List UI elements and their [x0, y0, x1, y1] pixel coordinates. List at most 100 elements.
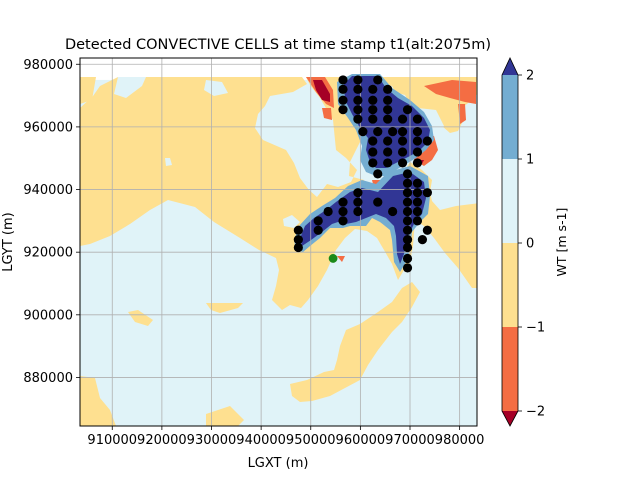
cell-point — [368, 158, 378, 168]
cell-point — [353, 75, 363, 85]
colorbar-extend-over — [502, 58, 518, 75]
cell-point — [412, 197, 423, 207]
cell-point — [388, 127, 398, 137]
cell-point — [373, 197, 383, 207]
cell-point — [412, 136, 423, 146]
cell-point — [402, 169, 413, 179]
highlight-marker — [328, 254, 338, 263]
cell-point — [338, 95, 348, 105]
cell-point — [397, 127, 408, 137]
cell-point — [383, 84, 393, 94]
cell-point — [383, 158, 393, 168]
y-tick-label: 980000 — [23, 58, 73, 73]
cell-point — [353, 95, 363, 105]
y-tick-label: 920000 — [23, 246, 73, 261]
cell-point — [353, 206, 363, 217]
cell-point — [383, 147, 393, 157]
cell-point — [412, 147, 423, 157]
cell-point — [397, 136, 408, 146]
x-tick-label: 970000 — [385, 433, 435, 448]
cell-point — [293, 225, 303, 235]
cell-point — [373, 75, 383, 85]
colorbar-band-neg1-to-0 — [502, 243, 518, 327]
x-axis-label: LGXT (m) — [248, 456, 309, 471]
cell-point — [338, 75, 348, 85]
contour-band-0-to-1-islands — [114, 77, 450, 228]
y-tick-label: 880000 — [23, 371, 73, 386]
cell-point — [402, 105, 413, 115]
cell-point — [353, 114, 363, 124]
colorbar-band-0-to-1 — [502, 159, 518, 243]
cell-point — [402, 253, 413, 264]
cell-point — [368, 84, 378, 94]
cell-point — [338, 84, 348, 94]
cell-point — [383, 114, 393, 124]
cell-point — [422, 225, 432, 235]
cell-point — [383, 95, 393, 105]
cell-point — [353, 105, 363, 115]
cell-point — [383, 105, 393, 115]
colorbar: −2 −1 0 1 2 WT [m s-1] — [501, 57, 569, 427]
x-tick-label: 930000 — [187, 433, 237, 448]
cell-point — [338, 216, 348, 226]
cell-point — [368, 105, 378, 115]
axes-frame — [79, 57, 478, 427]
cell-point — [397, 147, 408, 157]
cell-point — [388, 206, 398, 217]
cell-point — [353, 84, 363, 94]
colorbar-ticks: −2 −1 0 1 2 — [518, 69, 545, 420]
x-axis-ticks: 910000 920000 930000 940000 950000 960000 9700… — [87, 426, 484, 448]
cell-point — [323, 206, 333, 217]
cell-point — [313, 225, 323, 235]
colorbar-label: WT [m s-1] — [554, 208, 569, 277]
colorbar-tick-label: −2 — [526, 405, 545, 420]
colorbar-tick-label: 1 — [526, 153, 534, 168]
cell-point — [412, 127, 423, 137]
cell-point — [402, 216, 413, 226]
cell-point — [402, 178, 413, 188]
cell-point — [412, 114, 423, 124]
colorbar-extend-under — [502, 411, 518, 426]
x-tick-label: 960000 — [336, 433, 386, 448]
x-tick-label: 940000 — [236, 433, 286, 448]
y-tick-label: 900000 — [23, 308, 73, 323]
plot-area — [80, 74, 477, 426]
cell-point — [368, 147, 378, 157]
cell-point — [338, 197, 348, 207]
cell-point — [338, 206, 348, 217]
cell-point — [358, 127, 368, 137]
cell-point — [368, 114, 378, 124]
cell-point — [313, 216, 323, 226]
cell-point — [422, 136, 432, 146]
colorbar-band-1-to-2 — [502, 75, 518, 159]
cell-point — [402, 197, 413, 207]
cell-point — [397, 114, 408, 124]
cell-point — [412, 216, 423, 226]
cell-point — [338, 105, 348, 115]
cell-point — [402, 206, 413, 217]
cell-point — [422, 188, 432, 198]
chart-title: Detected CONVECTIVE CELLS at time stamp … — [65, 37, 491, 53]
cell-point — [402, 188, 413, 198]
convective-cells — [293, 75, 432, 273]
cell-point — [412, 188, 423, 198]
cell-point — [373, 169, 383, 179]
cell-point — [368, 95, 378, 105]
cell-point — [353, 188, 363, 198]
x-tick-label: 910000 — [87, 433, 137, 448]
colorbar-tick-label: 0 — [526, 237, 534, 252]
cell-point — [353, 197, 363, 207]
cell-point — [412, 158, 423, 168]
cell-point — [412, 206, 423, 217]
y-tick-label: 940000 — [23, 183, 73, 198]
cell-point — [293, 242, 303, 253]
colorbar-band-neg2-to-neg1 — [502, 327, 518, 411]
y-tick-label: 960000 — [23, 120, 73, 135]
cell-point — [397, 158, 408, 168]
cell-point — [368, 136, 378, 146]
cell-point — [402, 225, 413, 235]
highlight-marker-layer — [328, 254, 338, 263]
cell-point — [417, 235, 428, 245]
cell-point — [402, 242, 413, 253]
colorbar-tick-label: −1 — [526, 321, 545, 336]
